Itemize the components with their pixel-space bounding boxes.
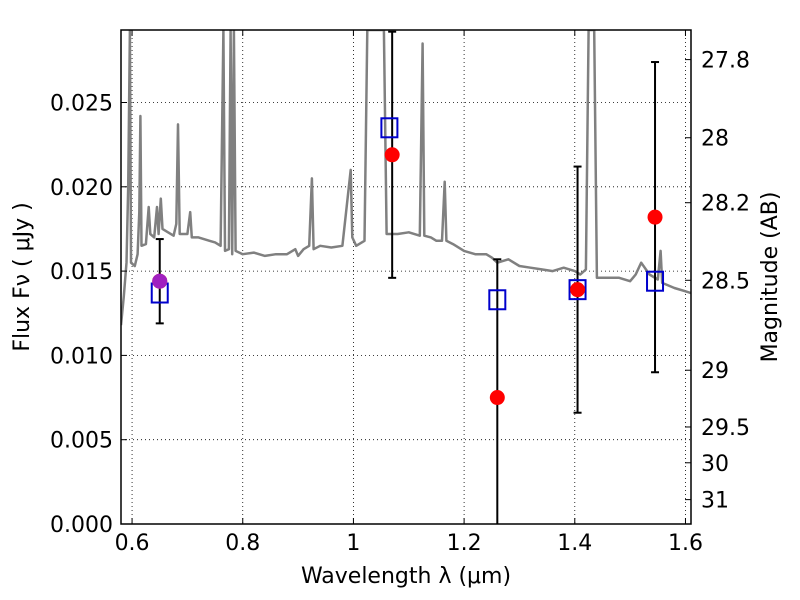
y-tick-label: 0.000 [50, 513, 113, 538]
model-band-square [646, 270, 665, 292]
observed-flux-point [647, 209, 663, 225]
x-tick-label: 0.8 [225, 531, 260, 556]
model-band-square [380, 117, 399, 139]
y-tick-label: 0.005 [50, 429, 113, 454]
x-tick-label: 1.4 [557, 531, 592, 556]
x-tick-label: 1.6 [668, 531, 703, 556]
magnitude-tick-label: 28.5 [701, 269, 750, 294]
plot-frame [120, 29, 692, 525]
y-axis-label: Flux Fν ( μJy ) [10, 202, 35, 351]
model-spectrum-layer [121, 30, 691, 326]
x-axis-ticks: 0.6 0.8 1 1.2 1.4 1.6 [115, 30, 703, 556]
axes-frame [120, 29, 692, 525]
y-tick-label: 0.010 [50, 344, 113, 369]
y-tick-label: 0.015 [50, 260, 113, 285]
y-tick-label: 0.025 [50, 91, 113, 116]
magnitude-axis-label: Magnitude (AB) [758, 192, 783, 363]
magnitude-tick-label: 31 [701, 489, 729, 514]
magnitude-tick-label: 29.5 [701, 416, 750, 441]
magnitude-tick-label: 27.8 [701, 49, 750, 74]
y-axis-ticks: 0.000 0.005 0.010 0.015 0.020 0.025 [50, 91, 127, 538]
observed-flux-point [384, 147, 400, 163]
model-band-square [568, 279, 587, 301]
y-tick-label: 0.020 [50, 176, 113, 201]
magnitude-axis-ticks: 27.8 28 28.2 28.5 29 29.5 30 31 [685, 49, 750, 514]
highlighted-flux-point [152, 273, 168, 289]
magnitude-tick-label: 28.2 [701, 192, 750, 217]
x-tick-label: 1 [346, 531, 360, 556]
magnitude-tick-label: 29 [701, 359, 729, 384]
magnitude-tick-label: 30 [701, 452, 729, 477]
model-band-square [488, 289, 507, 311]
observed-points-layer [152, 147, 663, 406]
observed-flux-point [570, 282, 586, 298]
x-axis-label: Wavelength λ (μm) [301, 564, 511, 589]
model-spectrum-line [121, 30, 691, 326]
x-tick-label: 0.6 [115, 531, 150, 556]
magnitude-tick-label: 28 [701, 127, 729, 152]
observed-flux-point [489, 390, 505, 406]
x-tick-label: 1.2 [447, 531, 482, 556]
model-photometry-layer [150, 117, 665, 311]
